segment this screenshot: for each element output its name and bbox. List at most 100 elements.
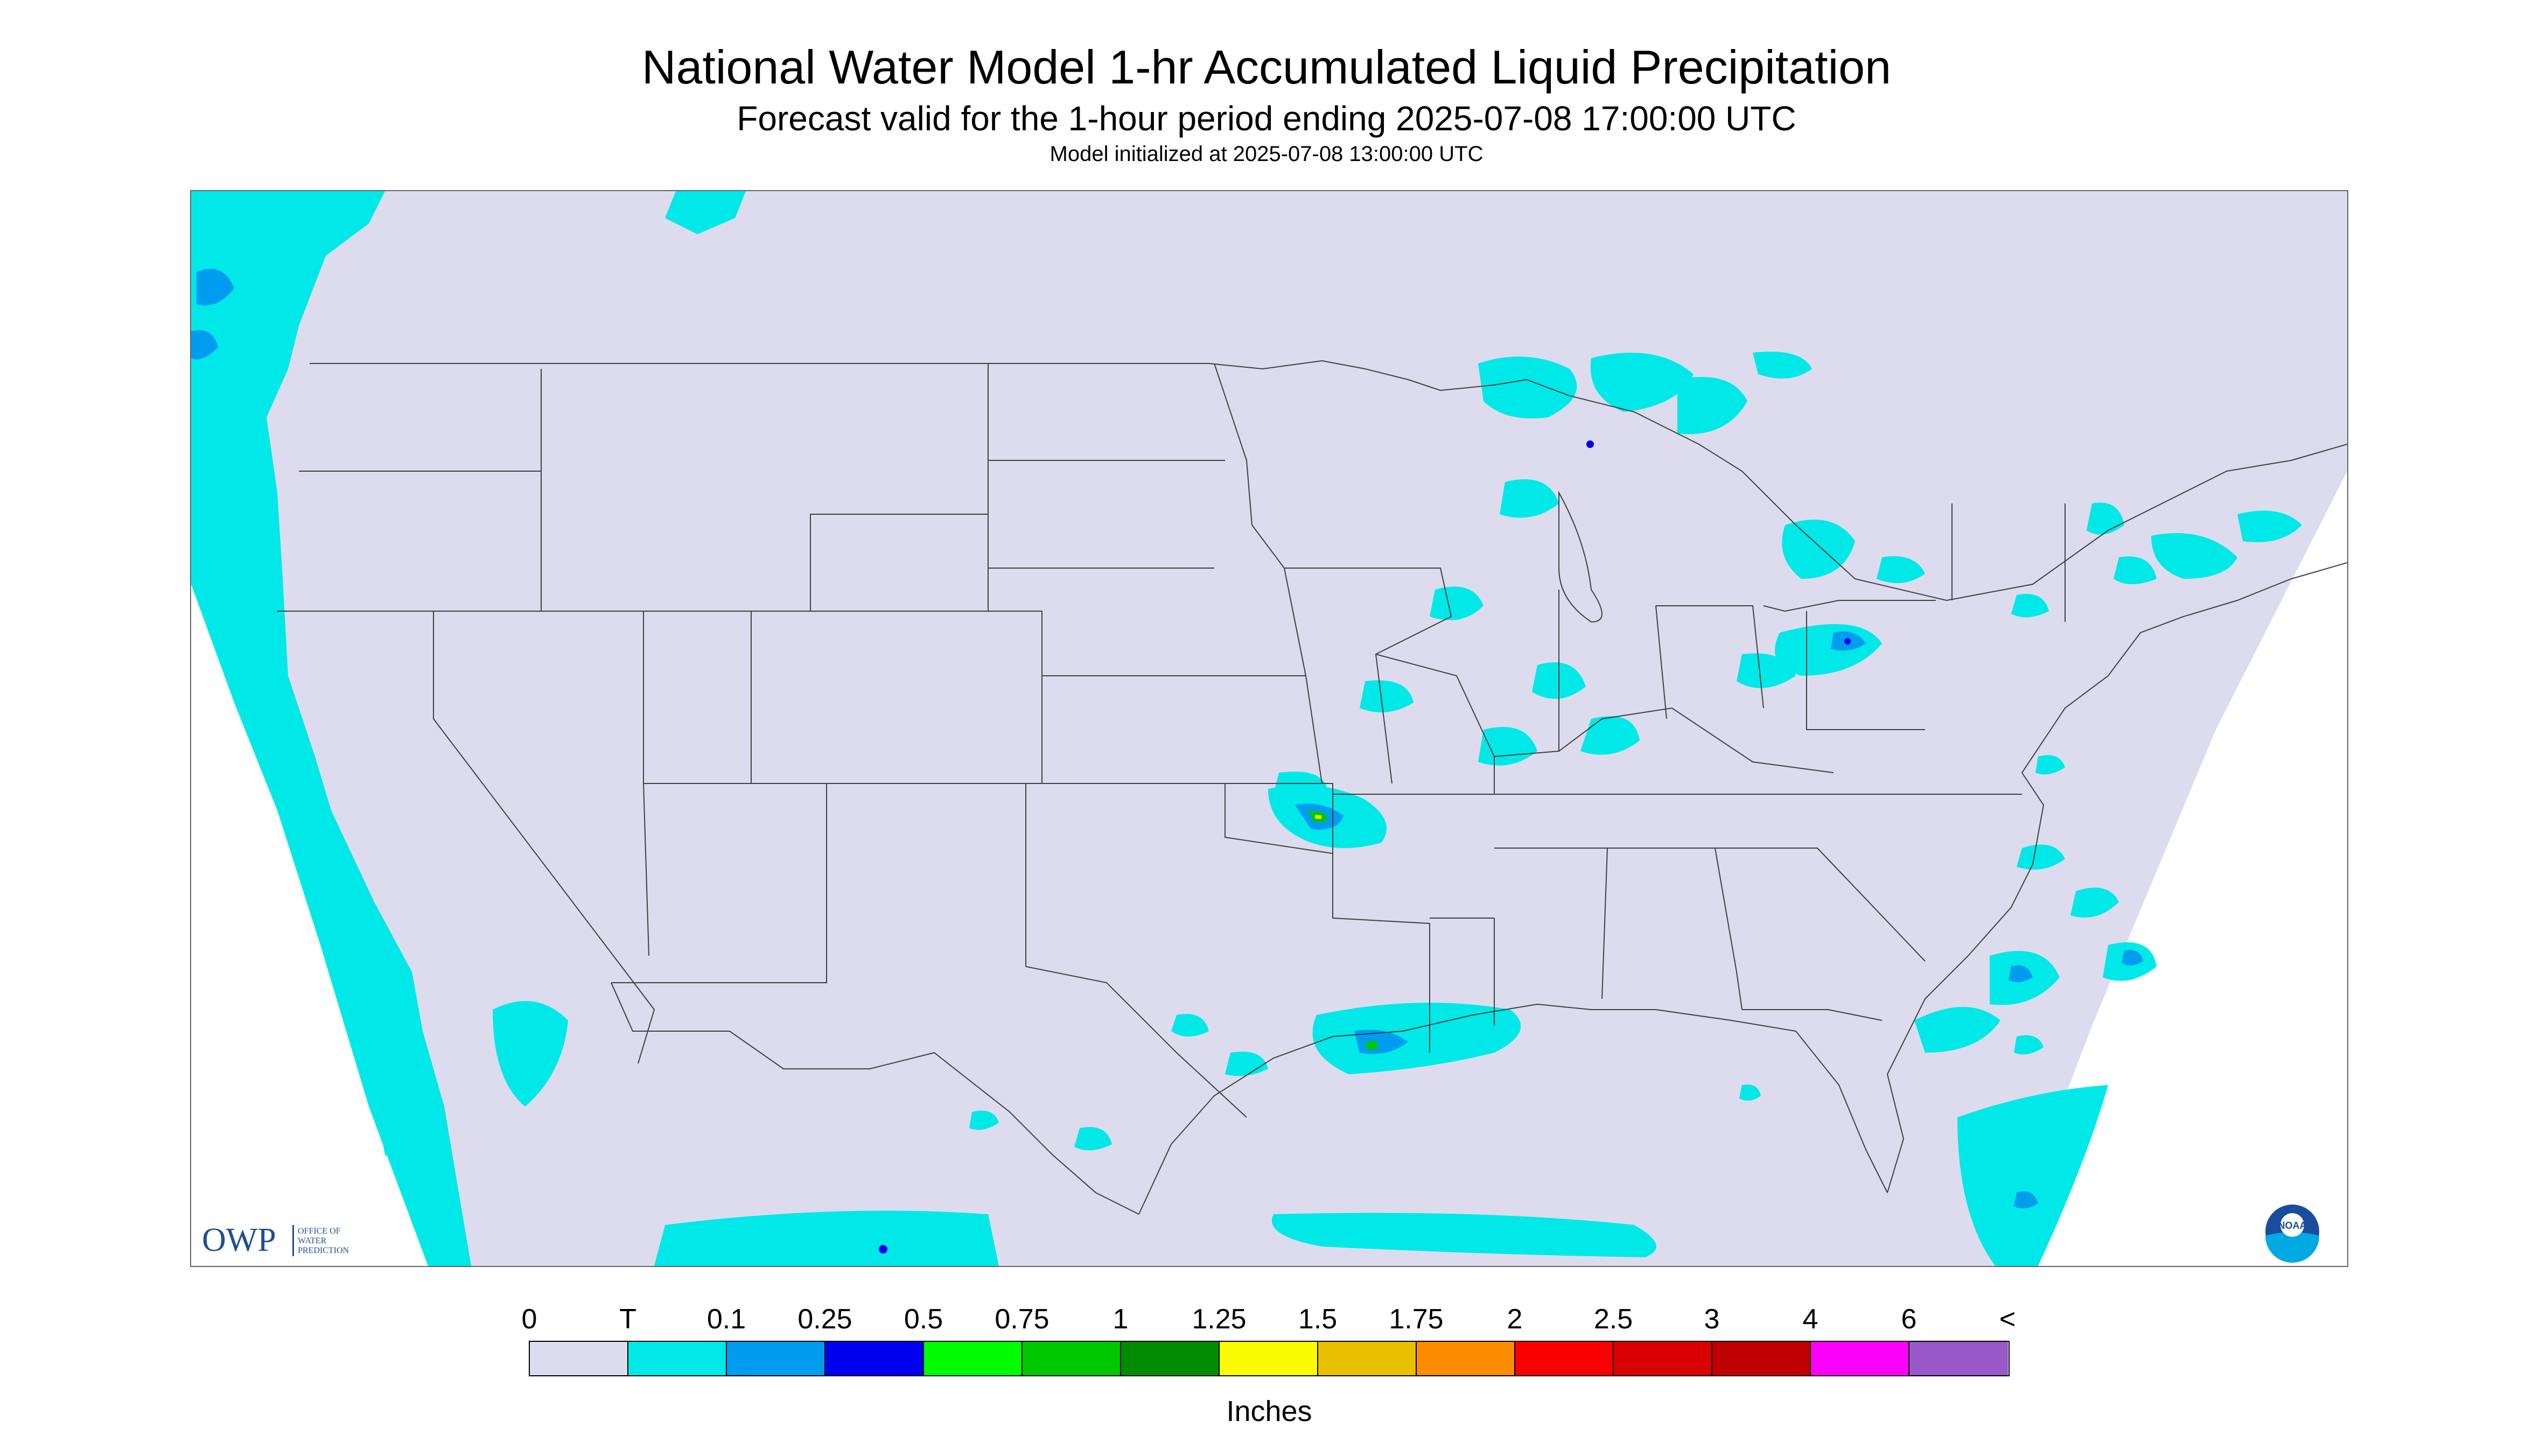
legend-swatch [1811, 1342, 1909, 1375]
precip-area [1957, 1085, 2108, 1266]
precip-area [2014, 1035, 2044, 1055]
boundaries [277, 360, 2347, 1215]
legend-label: 0.25 [797, 1304, 852, 1335]
state-line [751, 363, 989, 612]
legend-label: 1.5 [1298, 1304, 1338, 1335]
precip-area [879, 1245, 887, 1254]
precip-area [2151, 533, 2237, 579]
coastline [1138, 1003, 1888, 1215]
precip-area [1315, 815, 1322, 819]
legend-label: 0.5 [904, 1304, 943, 1335]
precip-area [1914, 1007, 2000, 1053]
precip-area [1074, 1127, 1112, 1151]
precip-area [1225, 1052, 1268, 1076]
precip-area [493, 1001, 568, 1107]
legend-label: 4 [1802, 1304, 1818, 1335]
precip-area [1171, 1014, 1209, 1037]
legend-label: 2.5 [1593, 1304, 1633, 1335]
precip-area [1478, 356, 1577, 418]
legend-swatch [1318, 1342, 1417, 1375]
precip-area [1877, 556, 1925, 583]
precip-area [1360, 680, 1414, 712]
precip-area [1739, 1084, 1761, 1101]
us-mexico-border [611, 982, 1139, 1215]
legend-label: 1.75 [1389, 1304, 1444, 1335]
precip-area [1312, 1003, 1521, 1074]
precip-area [2114, 556, 2157, 584]
legend-swatch [1614, 1342, 1712, 1375]
legend: 0 T 0.1 0.25 0.5 0.75 1 1.25 1.5 1.75 2 2.5 3 4 6 < Inc… [522, 1303, 2016, 1427]
noaa-mark: NOAA [2278, 1220, 2307, 1231]
owp-text-3: PREDICTION [298, 1246, 349, 1255]
legend-label: 0 [521, 1304, 537, 1335]
legend-label: 0.1 [706, 1304, 746, 1335]
state-line [433, 611, 655, 1064]
chart-title: National Water Model 1-hr Accumulated Li… [641, 40, 1892, 94]
legend-label: 0.75 [995, 1304, 1049, 1335]
state-line [1656, 605, 1764, 709]
legend-labels: 0 T 0.1 0.25 0.5 0.75 1 1.25 1.5 1.75 2 2.5 3 4 6 < [522, 1303, 2016, 1341]
noaa-logo: NOAA [2265, 1205, 2319, 1263]
legend-bar [529, 1341, 2010, 1376]
precip-area [1365, 1041, 1379, 1050]
chart-subtitle: Forecast valid for the 1-hour period end… [737, 99, 1796, 138]
precip-area [2017, 844, 2065, 870]
precip-area [2011, 594, 2049, 618]
state-line [1494, 707, 1834, 773]
legend-label: 1.25 [1192, 1304, 1247, 1335]
precip-area [191, 330, 218, 360]
us-canada-border [310, 360, 1527, 391]
state-line [810, 611, 1042, 783]
coastline [1886, 562, 2347, 1193]
legend-swatch [1515, 1342, 1614, 1375]
precip-area [2237, 510, 2302, 542]
state-line [1715, 848, 1926, 962]
precip-area [1271, 1213, 1656, 1257]
precip-areas [191, 191, 2302, 1266]
precip-area [969, 1110, 999, 1130]
state-line [611, 783, 827, 983]
precip-area [665, 191, 746, 234]
state-line [1214, 363, 1323, 784]
precip-area [1677, 377, 1747, 435]
precip-area [191, 191, 471, 1266]
title-block: National Water Model 1-hr Accumulated Li… [0, 38, 2533, 168]
state-line [1025, 966, 1247, 1118]
precip-area [2014, 1191, 2038, 1208]
legend-swatch [1220, 1342, 1318, 1375]
precip-area [2035, 755, 2065, 775]
legend-label: 2 [1507, 1304, 1523, 1335]
precip-area [2122, 950, 2143, 966]
state-line [1284, 568, 1452, 784]
state-line [1742, 1009, 1883, 1021]
owp-text-2: WATER [298, 1236, 327, 1245]
state-line [1763, 600, 1936, 612]
precip-area [1590, 353, 1694, 412]
state-line [541, 611, 649, 956]
legend-swatch [1023, 1342, 1121, 1375]
legend-swatch [825, 1342, 924, 1375]
legend-swatch [1909, 1342, 2008, 1375]
owp-mark: OWP [202, 1222, 276, 1258]
precipitation-map[interactable]: OWP OFFICE OF WATER PREDICTION NOAA [190, 190, 2348, 1267]
state-line [1042, 783, 1430, 1053]
legend-swatch [727, 1342, 825, 1375]
legend-swatch [628, 1342, 727, 1375]
legend-swatch [1417, 1342, 1515, 1375]
lake-michigan [1558, 491, 1603, 623]
precip-area [654, 1210, 999, 1266]
legend-swatch [1121, 1342, 1220, 1375]
precip-area [1586, 440, 1594, 448]
precip-area [1753, 352, 1812, 379]
model-domain [191, 191, 2347, 1266]
precip-area [2009, 965, 2033, 982]
state-line [1026, 783, 1333, 854]
precip-area [1430, 586, 1484, 620]
state-line [1607, 848, 1743, 1010]
precip-area [1478, 727, 1537, 766]
state-line [1655, 605, 1667, 719]
precip-area [1782, 520, 1855, 579]
precip-area [1580, 716, 1640, 755]
owp-logo: OWP OFFICE OF WATER PREDICTION [202, 1222, 349, 1258]
legend-swatch [1712, 1342, 1811, 1375]
